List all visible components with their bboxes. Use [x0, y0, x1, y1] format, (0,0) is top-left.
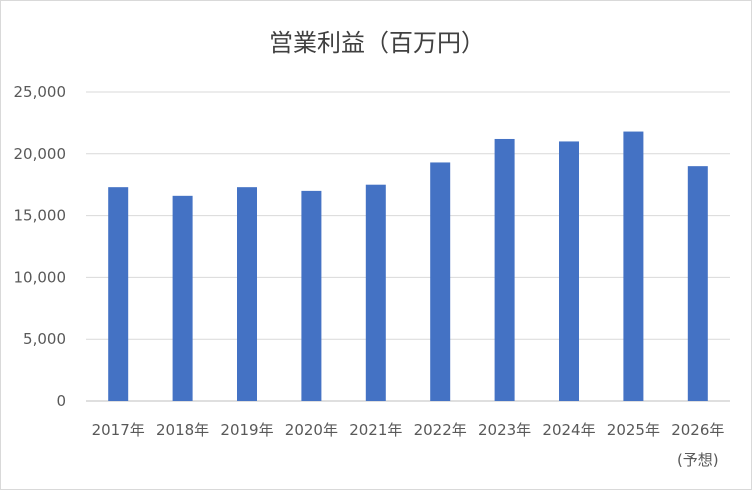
y-tick-label: 25,000 — [14, 83, 67, 101]
x-tick-label: 2023年 — [478, 421, 531, 439]
chart-title: 営業利益（百万円） — [269, 29, 485, 57]
x-tick-note: (予想) — [677, 451, 719, 469]
x-tick-label: 2019年 — [220, 421, 273, 439]
bar — [430, 162, 451, 401]
y-tick-label: 10,000 — [14, 268, 67, 286]
x-tick-label: 2025年 — [607, 421, 660, 439]
bar — [687, 166, 708, 401]
y-tick-label: 15,000 — [14, 207, 67, 225]
bar — [108, 187, 129, 401]
x-tick-label: 2024年 — [542, 421, 595, 439]
y-tick-label: 20,000 — [14, 145, 67, 163]
bar — [623, 131, 644, 401]
x-tick-label: 2020年 — [285, 421, 338, 439]
y-tick-label: 5,000 — [23, 330, 66, 348]
x-tick-label: 2018年 — [156, 421, 209, 439]
x-tick-label: 2021年 — [349, 421, 402, 439]
y-tick-label: 0 — [56, 392, 66, 410]
bar — [559, 141, 579, 401]
bar — [301, 190, 322, 401]
bar — [237, 187, 257, 401]
x-tick-label: 2026年 — [671, 421, 724, 439]
bar — [172, 195, 193, 401]
bar — [365, 184, 386, 401]
x-tick-label: 2022年 — [414, 421, 467, 439]
x-tick-label: 2017年 — [92, 421, 145, 439]
bar — [494, 138, 515, 401]
